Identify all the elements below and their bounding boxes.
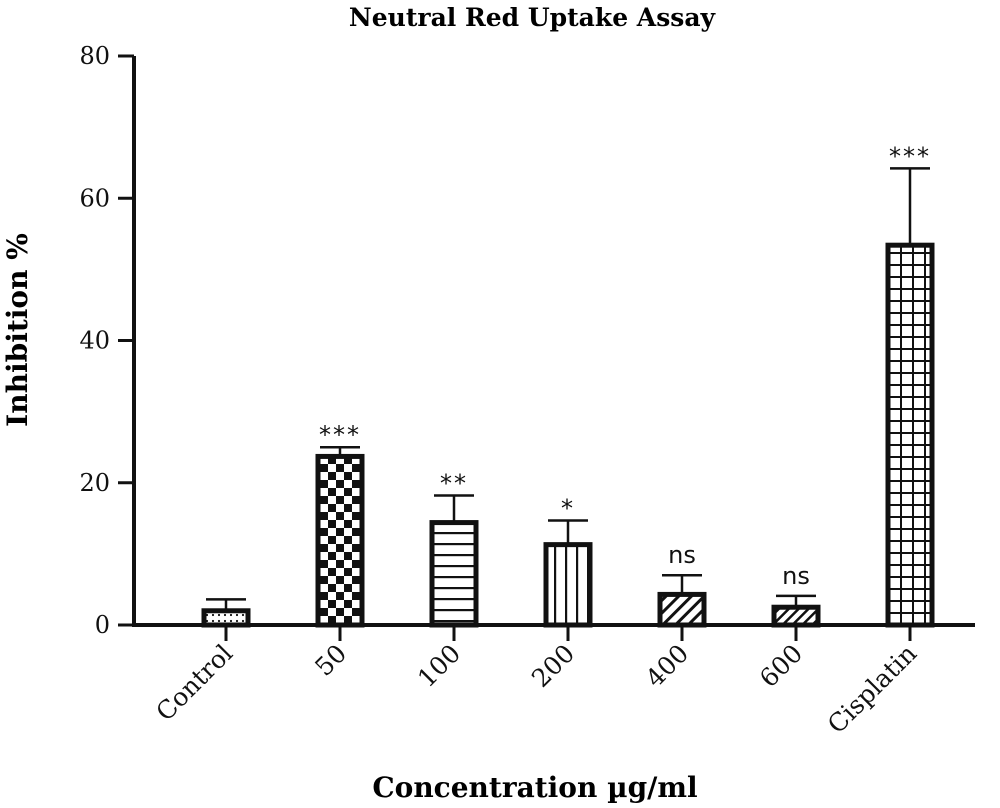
x-tick-label: 400	[640, 639, 694, 693]
significance-label: ns	[668, 541, 696, 569]
y-tick-label: 20	[79, 469, 110, 497]
x-tick-label: 50	[309, 639, 352, 682]
bar	[771, 604, 821, 628]
bar-group	[201, 598, 251, 628]
x-tick-label: 200	[526, 639, 580, 693]
y-axis: 0 20 40 60 80	[79, 42, 136, 639]
bar	[201, 608, 251, 628]
bar-group: ns	[771, 562, 821, 628]
y-tick-label: 80	[79, 42, 110, 70]
significance-label: ***	[889, 142, 931, 170]
y-axis-title: Inhibition %	[1, 233, 34, 427]
y-tick-label: 60	[79, 184, 110, 212]
bar	[657, 591, 707, 628]
bar-group: **	[429, 470, 479, 628]
bar-group: *	[543, 494, 593, 628]
bar	[315, 453, 365, 628]
bar	[543, 542, 593, 628]
significance-label: ***	[319, 421, 361, 449]
bar	[429, 520, 479, 628]
y-tick-label: 40	[79, 327, 110, 355]
x-axis-title: Concentration µg/ml	[372, 771, 697, 804]
x-tick-label: Cisplatin	[822, 639, 922, 739]
bar-group: ***	[315, 421, 365, 628]
bar-group: ***	[885, 142, 935, 628]
x-tick-label: 600	[754, 639, 808, 693]
x-tick-label: Control	[150, 639, 238, 727]
bar	[885, 242, 935, 628]
y-tick-label: 0	[95, 611, 110, 639]
x-tick-label: 100	[412, 639, 466, 693]
significance-label: *	[561, 494, 575, 522]
x-axis: Control 50 100 200 400 600 Cisplatin	[132, 623, 975, 739]
significance-label: ns	[782, 562, 810, 590]
chart-title: Neutral Red Uptake Assay	[349, 3, 717, 32]
significance-label: **	[440, 470, 468, 498]
bar-group: ns	[657, 541, 707, 628]
